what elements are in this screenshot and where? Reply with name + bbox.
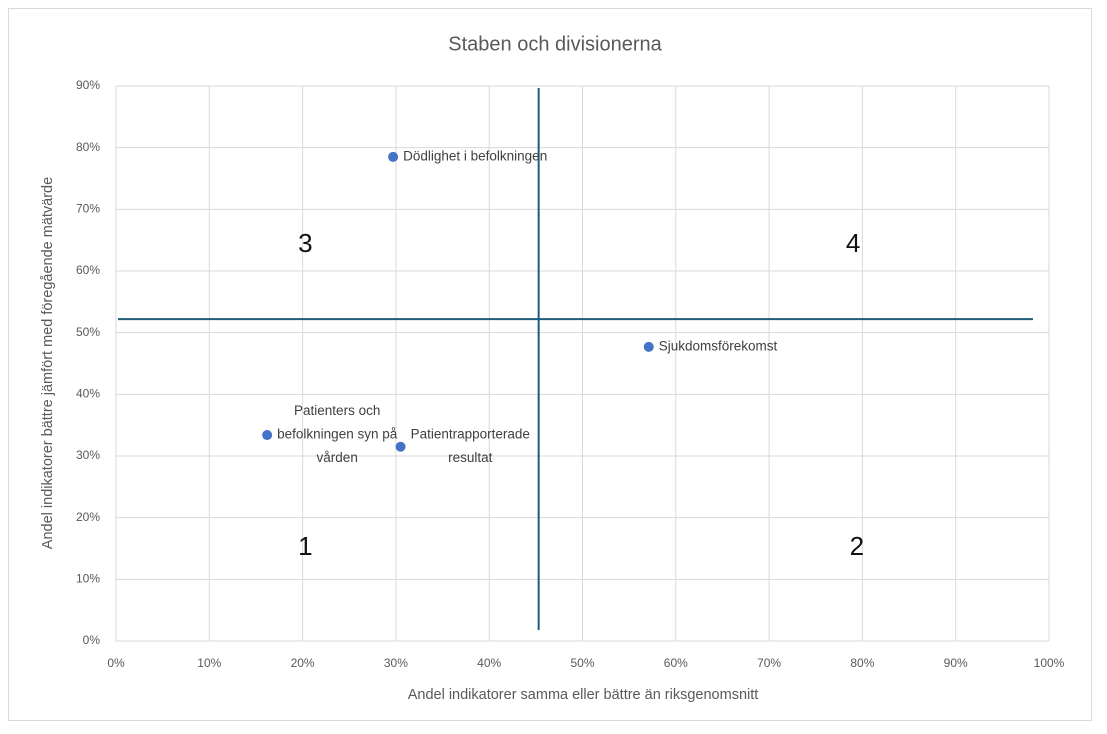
- y-tick-label: 70%: [76, 202, 100, 216]
- y-tick-label: 40%: [76, 387, 100, 401]
- y-tick-label: 90%: [76, 78, 100, 92]
- point-label: befolkningen syn på: [277, 427, 398, 442]
- point-label: resultat: [448, 450, 493, 465]
- x-axis-title: Andel indikatorer samma eller bättre än …: [408, 687, 759, 703]
- x-tick-label: 70%: [757, 656, 781, 670]
- x-tick-label: 0%: [107, 656, 125, 670]
- x-tick-label: 20%: [291, 656, 315, 670]
- quadrant-label: 3: [298, 228, 312, 258]
- point-label: Patientrapporterade: [411, 427, 530, 442]
- x-tick-label: 60%: [664, 656, 688, 670]
- x-tick-label: 100%: [1034, 656, 1065, 670]
- y-tick-label: 0%: [83, 633, 101, 647]
- y-tick-label: 30%: [76, 448, 100, 462]
- data-point: [262, 430, 273, 441]
- y-axis-title: Andel indikatorer bättre jämfört med för…: [40, 177, 56, 549]
- x-tick-label: 90%: [944, 656, 968, 670]
- data-point: [388, 151, 399, 162]
- point-label: Sjukdomsförekomst: [659, 338, 778, 353]
- quadrant-label: 4: [846, 228, 860, 258]
- y-tick-label: 10%: [76, 572, 100, 586]
- y-tick-label: 60%: [76, 263, 100, 277]
- x-tick-label: 40%: [477, 656, 501, 670]
- data-point: [643, 341, 654, 352]
- y-tick-label: 80%: [76, 140, 100, 154]
- x-tick-label: 50%: [570, 656, 594, 670]
- x-tick-label: 80%: [850, 656, 874, 670]
- y-tick-label: 20%: [76, 510, 100, 524]
- point-label: Patienters och: [294, 403, 380, 418]
- point-label: vården: [317, 450, 358, 465]
- quadrant-label: 2: [850, 531, 864, 561]
- y-tick-label: 50%: [76, 325, 100, 339]
- chart-title: Staben och divisionerna: [448, 33, 662, 55]
- x-tick-label: 10%: [197, 656, 221, 670]
- x-tick-label: 30%: [384, 656, 408, 670]
- quadrant-label: 1: [298, 531, 312, 561]
- point-label: Dödlighet i befolkningen: [403, 148, 547, 163]
- chart-frame: [8, 8, 1092, 721]
- data-point: [395, 441, 406, 452]
